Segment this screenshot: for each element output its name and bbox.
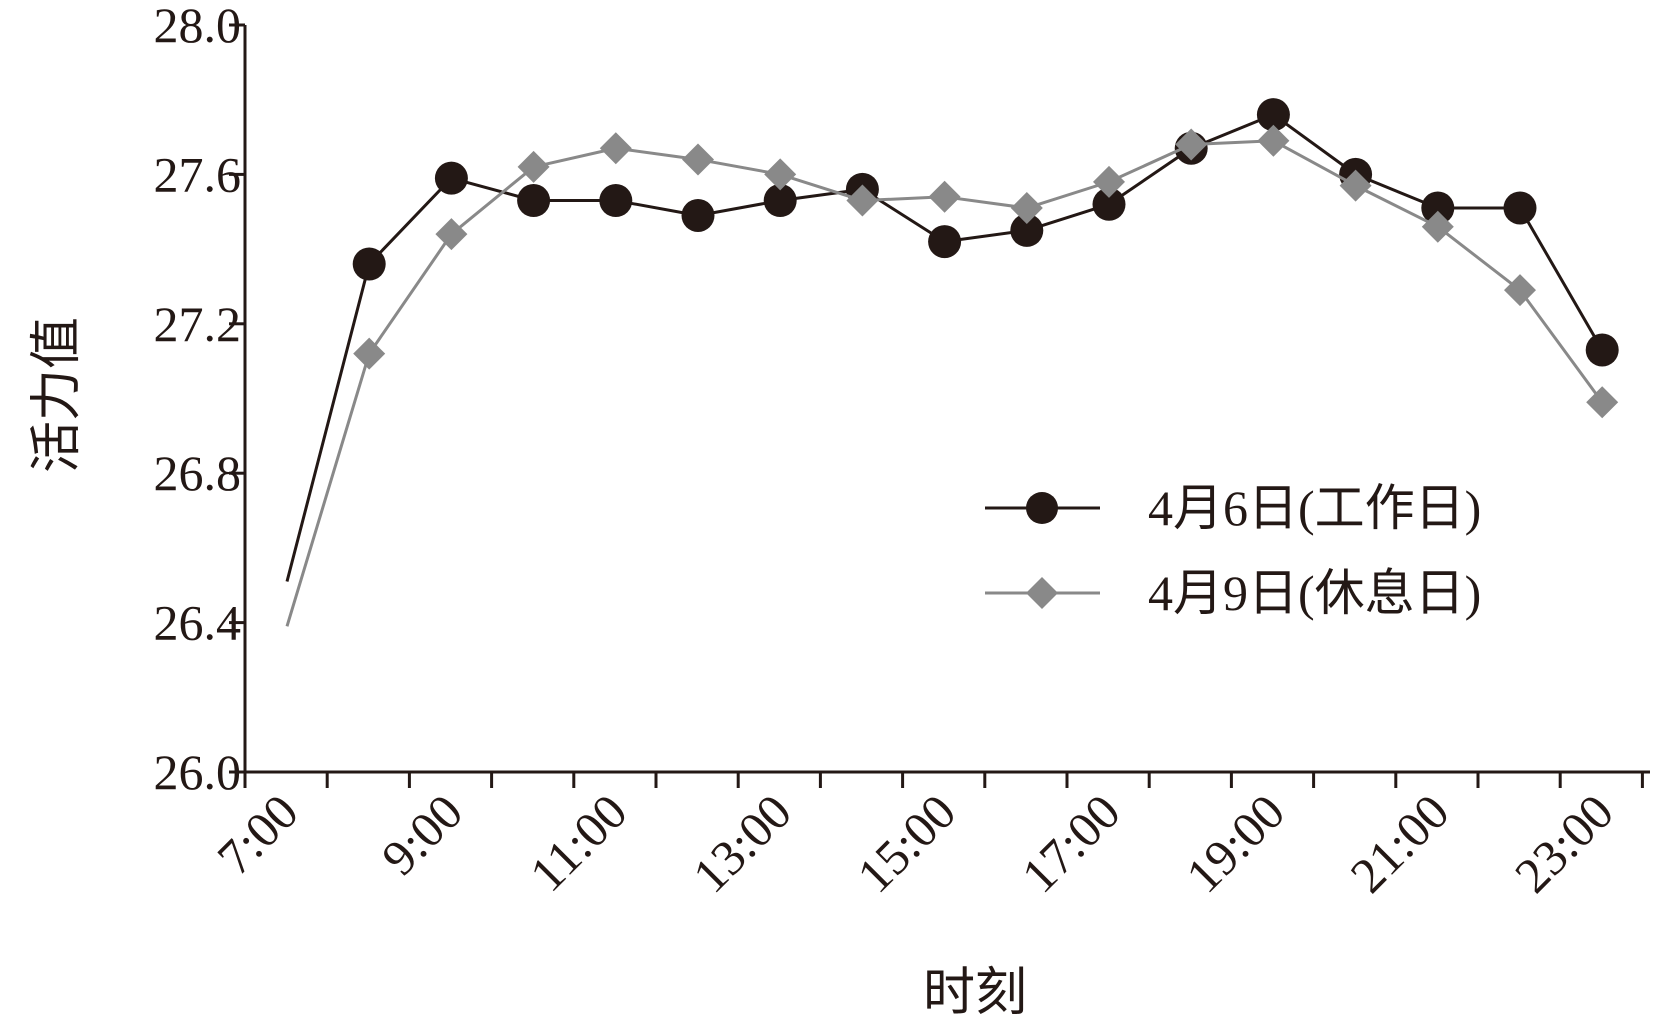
x-tick-label: 9:00 [371, 783, 473, 885]
series-1-point [1010, 213, 1044, 247]
series-2-point [1175, 128, 1208, 161]
series-2-point [1010, 192, 1043, 225]
series-2-point [928, 180, 961, 213]
series-1-point [1421, 191, 1455, 225]
series-2-point [435, 218, 468, 251]
y-tick-label: 27.2 [154, 296, 242, 352]
series-1-point [1256, 98, 1290, 132]
x-ticks: 7:00 9:00 11:00 13:00 15:00 17:00 19:00 21:00 23… [206, 772, 1644, 903]
series-2-point [1586, 386, 1619, 419]
series-2-point [1257, 124, 1290, 157]
series-2-point [846, 184, 879, 217]
series-1-point [517, 184, 551, 218]
x-tick-label: 23:00 [1504, 783, 1624, 903]
series-2-point [682, 143, 714, 176]
series-2 [285, 124, 1619, 627]
x-tick-label: 17:00 [1011, 783, 1131, 903]
legend: 4月6日(工作日) 4月9日(休息日) [985, 480, 1481, 621]
series-1-point [352, 247, 386, 281]
series-1-point [1092, 187, 1126, 221]
y-tick-label: 26.4 [154, 595, 242, 651]
series-2-point [1421, 210, 1454, 243]
legend-marker-2 [1026, 577, 1058, 609]
x-tick-label: 21:00 [1339, 783, 1459, 903]
y-tick-label: 26.0 [154, 744, 242, 800]
axes [243, 25, 1650, 774]
series-2-point [1093, 165, 1125, 198]
series-1-point [1585, 333, 1619, 367]
x-tick-label: 19:00 [1175, 783, 1295, 903]
series-1-point [599, 184, 633, 218]
series-layer [285, 98, 1619, 627]
x-tick-label: 11:00 [519, 783, 638, 902]
series-2-point [599, 132, 632, 165]
x-tick-label: 15:00 [846, 783, 966, 903]
series-2-point [1339, 169, 1372, 202]
legend-label-1: 4月6日(工作日) [1148, 480, 1481, 536]
series-1-point [928, 225, 962, 259]
legend-label-2: 4月9日(休息日) [1148, 565, 1481, 621]
y-ticks: 26.0 26.4 26.8 27.2 27.6 28.0 [154, 0, 245, 800]
legend-marker-1 [1026, 492, 1058, 524]
y-tick-label: 27.6 [154, 146, 242, 202]
y-axis-title: 活力值 [27, 317, 87, 473]
y-tick-label: 28.0 [154, 0, 242, 53]
series-1-point [434, 161, 468, 195]
series-2-line [285, 139, 1604, 627]
series-1-point [681, 198, 715, 232]
series-2-point [353, 337, 386, 370]
series-2-point [517, 150, 550, 183]
series-1-point [1503, 191, 1537, 225]
x-tick-label: 13:00 [682, 783, 802, 903]
series-2-point [1504, 274, 1536, 307]
y-tick-label: 26.8 [154, 445, 242, 501]
x-axis-title: 时刻 [923, 963, 1027, 1020]
series-2-point [764, 158, 797, 191]
series-1-point [763, 184, 797, 218]
